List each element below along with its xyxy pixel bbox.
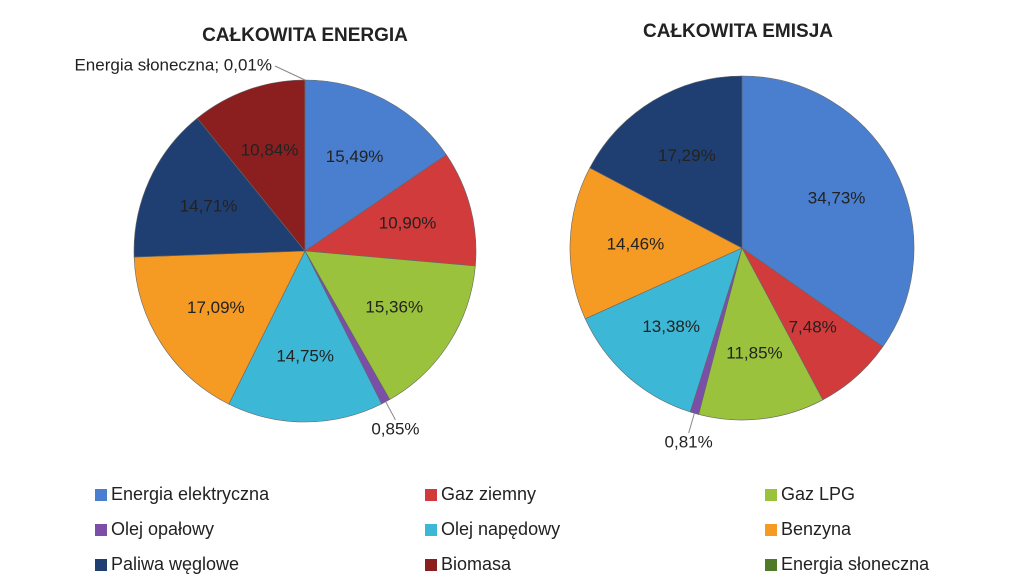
legend-label: Gaz ziemny bbox=[441, 484, 536, 504]
leader-line bbox=[385, 401, 396, 421]
data-label: 11,85% bbox=[726, 343, 782, 362]
pie-slice bbox=[304, 154, 477, 267]
chart-title: CAŁKOWITA ENERGIA bbox=[202, 25, 408, 46]
legend-swatch bbox=[765, 524, 777, 536]
pie-slice bbox=[228, 250, 383, 423]
legend-label: Paliwa węglowe bbox=[111, 554, 239, 574]
legend-label: Energia słoneczna bbox=[781, 554, 930, 574]
data-label: 0,81% bbox=[665, 433, 713, 452]
pie-slice bbox=[133, 250, 306, 405]
legend-swatch bbox=[765, 489, 777, 501]
data-label: 34,73% bbox=[808, 188, 866, 207]
pie-slice bbox=[584, 247, 743, 413]
data-label: 14,46% bbox=[607, 234, 665, 253]
legend-label: Olej napędowy bbox=[441, 519, 560, 539]
leader-line bbox=[688, 413, 695, 434]
data-label: 17,09% bbox=[187, 298, 245, 317]
legend-swatch bbox=[95, 524, 107, 536]
data-label: 10,90% bbox=[379, 214, 437, 233]
legend-label: Benzyna bbox=[781, 519, 852, 539]
data-label: 13,38% bbox=[642, 317, 700, 336]
pie-slice bbox=[304, 79, 447, 252]
legend-swatch bbox=[95, 489, 107, 501]
pie-slice bbox=[569, 167, 743, 320]
pie-slice bbox=[196, 79, 306, 252]
legend-swatch bbox=[425, 524, 437, 536]
legend-swatch bbox=[765, 559, 777, 571]
legend-label: Olej opałowy bbox=[111, 519, 214, 539]
legend-label: Gaz LPG bbox=[781, 484, 855, 504]
data-label: Energia słoneczna; 0,01% bbox=[74, 55, 272, 74]
leader-line bbox=[274, 65, 306, 81]
data-label: 14,71% bbox=[180, 197, 238, 216]
data-label: 14,75% bbox=[276, 347, 334, 366]
legend-label: Biomasa bbox=[441, 554, 512, 574]
data-label: 10,84% bbox=[241, 141, 299, 160]
chart-title: CAŁKOWITA EMISJA bbox=[643, 21, 833, 42]
pie-slice bbox=[304, 250, 476, 400]
legend-swatch bbox=[95, 559, 107, 571]
data-label: 15,49% bbox=[326, 147, 384, 166]
legend-label: Energia elektryczna bbox=[111, 484, 270, 504]
pie-slice bbox=[589, 75, 743, 249]
legend-swatch bbox=[425, 559, 437, 571]
data-label: 17,29% bbox=[658, 146, 716, 165]
pie-slice bbox=[741, 75, 915, 348]
pie-slice bbox=[698, 247, 824, 421]
data-label: 0,85% bbox=[371, 419, 419, 438]
legend-swatch bbox=[425, 489, 437, 501]
data-label: 7,48% bbox=[789, 317, 837, 336]
data-label: 15,36% bbox=[365, 298, 423, 317]
pie-slice bbox=[133, 117, 306, 258]
